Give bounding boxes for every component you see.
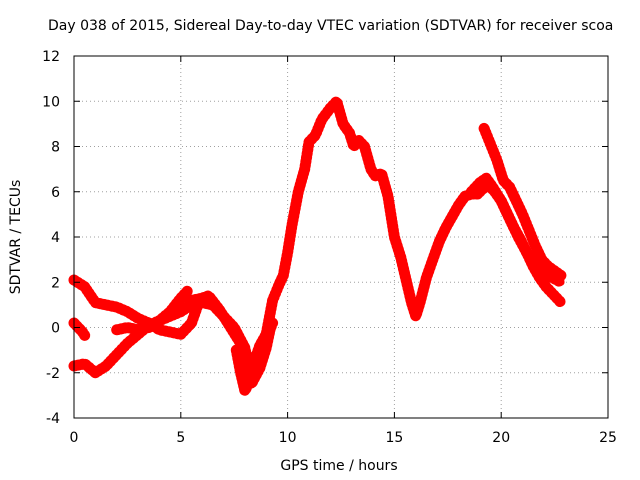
x-tick-label: 0	[70, 430, 79, 446]
y-tick-label: 4	[51, 230, 60, 246]
y-tick-label: 2	[51, 275, 60, 291]
y-tick-label: 12	[42, 49, 60, 65]
y-axis-label: SDTVAR / TECUs	[8, 180, 24, 295]
series-arc-3-texture	[68, 285, 193, 379]
y-tick-label: -4	[46, 411, 60, 427]
data-series	[68, 95, 567, 397]
series-arc-2-texture	[68, 274, 204, 340]
series-arc-1-texture	[68, 317, 91, 341]
y-tick-label: 0	[51, 321, 60, 337]
y-tick-label: -2	[46, 366, 60, 382]
series-arc-7-texture	[478, 122, 567, 281]
chart-title: Day 038 of 2015, Sidereal Day-to-day VTE…	[48, 18, 613, 34]
x-tick-label: 5	[176, 430, 185, 446]
x-tick-label: 20	[492, 430, 510, 446]
x-tick-label: 25	[599, 430, 617, 446]
x-tick-label: 15	[385, 430, 403, 446]
y-tick-label: 10	[42, 94, 60, 110]
x-tick-label: 10	[279, 430, 297, 446]
x-axis-label: GPS time / hours	[280, 458, 397, 474]
y-tick-label: 8	[51, 140, 60, 156]
series-arc-8-texture	[465, 172, 567, 288]
axis-ticks: 0 5 10 15 20 25 -4 -2 0 2 4 6 8 10 12	[42, 49, 617, 446]
y-tick-label: 6	[51, 185, 60, 201]
